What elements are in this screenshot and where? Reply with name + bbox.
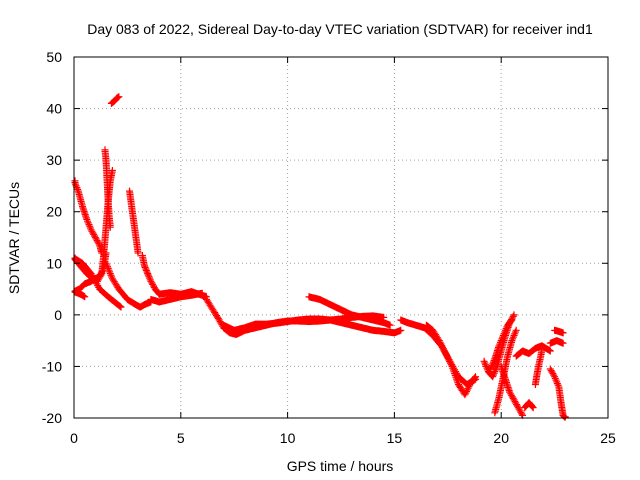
y-tick-label: 0 (54, 307, 62, 323)
series-track-09 (126, 187, 142, 257)
data-marker-track (71, 288, 89, 301)
grid (74, 57, 608, 418)
x-tick-label: 0 (70, 430, 78, 446)
series-track-25 (546, 337, 567, 347)
data-marker-track (101, 146, 114, 231)
x-tick-label: 15 (387, 430, 403, 446)
series-track-12 (155, 288, 210, 301)
series-track-14 (220, 315, 405, 337)
data-marker-track (521, 399, 537, 412)
data-marker-track (126, 187, 142, 257)
y-tick-label: -10 (42, 358, 62, 374)
series-track-24 (531, 347, 546, 388)
data-marker-track (487, 316, 516, 373)
data-marker-track (71, 254, 125, 311)
series-track-22 (521, 399, 537, 412)
series-track-26 (551, 326, 567, 337)
data-marker-track (497, 362, 527, 419)
data-marker-track (546, 365, 569, 421)
series-track-16 (397, 316, 480, 388)
y-tick-label: 30 (46, 152, 62, 168)
series-track-21 (497, 362, 527, 419)
data-marker-track (546, 337, 567, 347)
series-track-10 (138, 252, 163, 298)
series-track-08 (102, 259, 155, 311)
series-track-17 (422, 321, 480, 399)
y-tick-label: -20 (42, 410, 62, 426)
y-tick-label: 20 (46, 204, 62, 220)
series-track-04 (71, 288, 89, 301)
data-marker-track (551, 326, 567, 337)
y-tick-label: 50 (46, 49, 62, 65)
x-tick-label: 25 (600, 430, 616, 446)
series-track-07 (107, 93, 123, 107)
data-marker-track (397, 316, 480, 388)
x-tick-label: 10 (280, 430, 296, 446)
series-track-27 (546, 365, 569, 421)
x-axis-label: GPS time / hours (287, 458, 394, 474)
y-tick-label: 40 (46, 101, 62, 117)
chart-title: Day 083 of 2022, Sidereal Day-to-day VTE… (87, 21, 593, 37)
series-track-06 (101, 146, 114, 231)
series-track-15 (305, 293, 394, 329)
data-marker-track (422, 321, 480, 399)
plot-frame (73, 56, 609, 419)
data-marker-track (107, 93, 123, 107)
y-axis-label: SDTVAR / TECUs (6, 182, 22, 294)
data-marker-track (138, 252, 163, 298)
series-track-05 (71, 254, 125, 311)
x-tick-label: 5 (177, 430, 185, 446)
data-marker-track (71, 177, 106, 257)
data-marker-track (512, 342, 554, 360)
axis-ticks (73, 56, 609, 419)
series-track-20 (487, 316, 516, 373)
y-tick-labels: -20 -10 0 10 20 30 40 50 (42, 49, 62, 426)
data-marker-track (305, 293, 394, 329)
x-tick-label: 20 (493, 430, 509, 446)
x-tick-labels: 0 5 10 15 20 25 (70, 430, 616, 446)
series-track-01 (71, 177, 106, 257)
data-marker-track (220, 315, 405, 337)
series-track-23 (512, 342, 554, 360)
y-tick-label: 10 (46, 255, 62, 271)
data-marker-track (102, 259, 155, 311)
data-points (71, 93, 569, 421)
data-marker-track (531, 347, 546, 388)
data-marker-track (155, 288, 210, 301)
